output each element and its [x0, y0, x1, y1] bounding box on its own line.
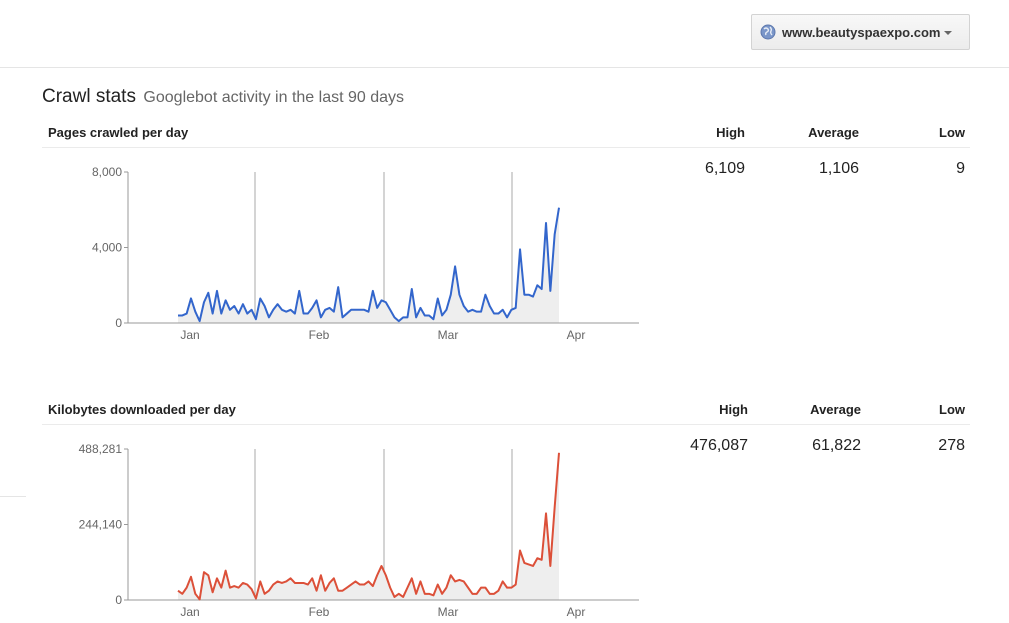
column-average: Average — [810, 402, 861, 417]
y-tick-label: 244,140 — [79, 518, 123, 532]
kilobytes-chart-svg: 488,281 244,140 0 Jan Feb Mar Apr — [79, 442, 639, 619]
section-title: Kilobytes downloaded per day — [48, 402, 236, 417]
chevron-down-icon — [944, 31, 953, 35]
column-low: Low — [939, 125, 965, 140]
average-value: 61,822 — [812, 437, 861, 454]
pages-crawled-header: Pages crawled per day High Average Low — [42, 122, 970, 148]
site-label: www.beautyspaexpo.com — [782, 24, 941, 40]
series-line — [177, 452, 560, 601]
y-tick-label: 8,000 — [92, 165, 122, 179]
average-value: 1,106 — [818, 160, 859, 177]
low-value: 9 — [956, 160, 965, 177]
series-line — [178, 207, 560, 323]
globe-icon — [760, 24, 776, 40]
top-bar: www.beautyspaexpo.com — [0, 0, 1009, 68]
x-tick-label: Mar — [438, 605, 459, 619]
column-high: High — [719, 402, 748, 417]
page-title: Crawl stats — [42, 86, 136, 107]
page-heading: Crawl stats Googlebot activity in the la… — [42, 86, 404, 108]
x-tick-label: Mar — [438, 328, 459, 342]
y-tick-label: 488,281 — [79, 442, 123, 456]
x-tick-label: Apr — [567, 328, 586, 342]
high-value: 6,109 — [704, 160, 745, 177]
x-tick-label: Feb — [309, 328, 330, 342]
y-tick-label: 0 — [115, 316, 122, 330]
pages-crawled-chart-svg: 8,000 4,000 0 Jan Feb Mar Apr — [92, 165, 639, 342]
column-high: High — [716, 125, 745, 140]
site-selector[interactable]: www.beautyspaexpo.com — [751, 14, 970, 50]
pages-crawled-chart: 8,000 4,000 0 Jan Feb Mar Apr — [42, 160, 652, 360]
x-tick-label: Jan — [180, 328, 199, 342]
high-value: 476,087 — [690, 437, 748, 454]
divider — [0, 496, 26, 497]
x-tick-label: Jan — [180, 605, 199, 619]
kilobytes-chart: 488,281 244,140 0 Jan Feb Mar Apr — [42, 437, 652, 623]
section-title: Pages crawled per day — [48, 125, 189, 140]
column-average: Average — [808, 125, 859, 140]
series-area — [178, 452, 559, 600]
x-tick-label: Feb — [309, 605, 330, 619]
x-tick-label: Apr — [567, 605, 586, 619]
low-value: 278 — [938, 437, 965, 454]
column-low: Low — [939, 402, 965, 417]
page-subtitle: Googlebot activity in the last 90 days — [143, 89, 405, 106]
y-tick-label: 4,000 — [92, 241, 122, 255]
y-tick-label: 0 — [115, 593, 122, 607]
kilobytes-header: Kilobytes downloaded per day High Averag… — [42, 399, 970, 425]
series-area — [178, 207, 559, 323]
